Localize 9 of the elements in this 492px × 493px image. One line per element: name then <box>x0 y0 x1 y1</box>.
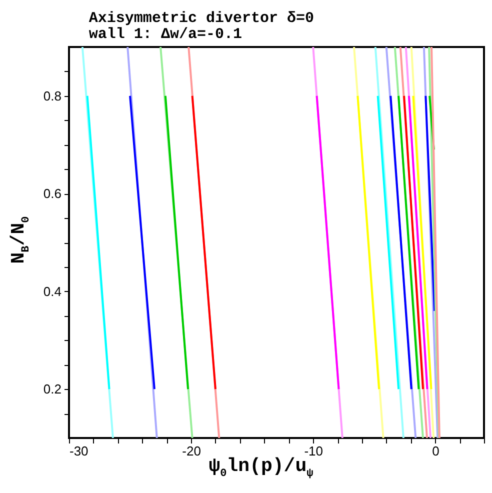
y-tick-label: 0.2 <box>43 382 62 397</box>
y-tick-label: 0.8 <box>43 88 62 104</box>
x-tick-label: -20 <box>182 444 201 458</box>
x-tick-label: 0 <box>432 444 440 458</box>
chart-subtitle: wall 1: Δw/a=-0.1 <box>88 26 242 43</box>
x-tick-label: -30 <box>70 444 88 458</box>
y-tick-label: 0.4 <box>43 284 62 299</box>
chart-title: Axisymmetric divertor δ=0 <box>88 10 314 27</box>
y-tick-label: 0.6 <box>43 186 62 202</box>
